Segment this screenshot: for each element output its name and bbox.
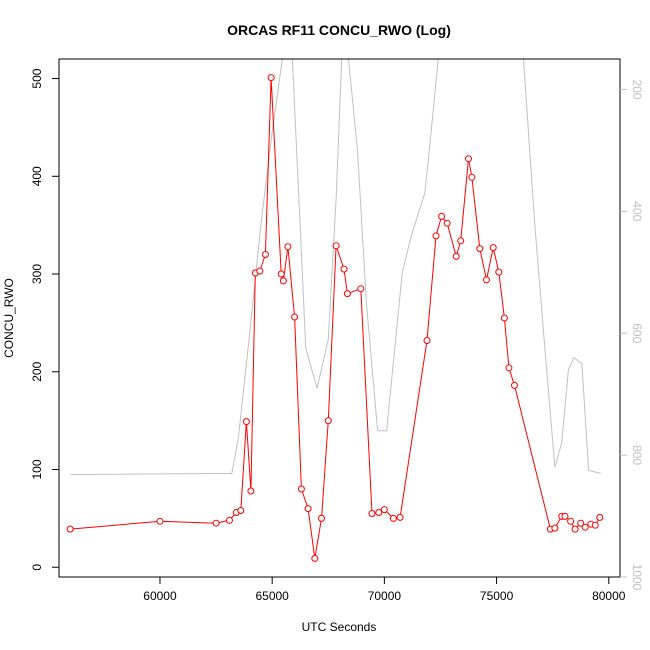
data-point: [591, 521, 599, 529]
series-line: [70, 77, 601, 559]
data-point: [357, 285, 365, 293]
data-point: [438, 212, 446, 220]
data-point: [567, 517, 575, 525]
data-point: [581, 523, 589, 531]
data-point: [389, 514, 397, 522]
x-tick-label: 75000: [480, 589, 514, 603]
y-tick-label: 400: [30, 166, 44, 186]
data-point: [495, 268, 503, 276]
y-tick-label: 200: [30, 361, 44, 381]
data-point: [571, 525, 579, 533]
y2-tick-label: 400: [630, 201, 644, 221]
data-point: [489, 244, 497, 252]
plot-frame: [58, 58, 621, 578]
data-point: [332, 242, 340, 250]
data-point: [511, 381, 518, 389]
series-layer: [66, 74, 604, 562]
y-tick-label: 100: [30, 459, 44, 479]
data-point: [468, 173, 476, 181]
x-tick-label: 70000: [368, 589, 402, 603]
data-point: [368, 510, 376, 517]
axes-layer: 60000 65000 70000 75000 80000 0 100 200 300 400 50…: [30, 58, 644, 603]
data-point: [256, 267, 264, 275]
data-point: [212, 519, 220, 527]
data-point: [156, 517, 164, 525]
data-point: [304, 505, 312, 513]
chart-title: ORCAS RF11 CONCU_RWO (Log): [227, 22, 451, 38]
y-tick-label: 500: [30, 68, 44, 88]
y2-tick-label: 800: [630, 445, 644, 465]
data-point: [247, 487, 255, 495]
y-tick-label: 0: [30, 564, 44, 571]
data-point: [318, 514, 325, 522]
secondary-line: [70, 59, 602, 476]
x-tick-label: 65000: [255, 589, 289, 603]
y2-tick-label: 1000: [630, 564, 644, 591]
data-point: [284, 243, 292, 251]
data-point: [396, 513, 404, 521]
data-point: [311, 554, 319, 562]
data-point: [465, 155, 472, 163]
data-point: [443, 219, 451, 227]
data-point: [226, 516, 233, 524]
data-point: [291, 313, 299, 321]
data-point: [66, 525, 74, 533]
data-point: [340, 265, 348, 273]
x-axis-label: UTC Seconds: [302, 620, 377, 634]
data-point: [452, 252, 460, 260]
secondary-layer: [70, 59, 602, 476]
data-point: [432, 232, 440, 240]
data-point: [261, 251, 269, 258]
data-point: [500, 314, 508, 322]
data-point: [596, 513, 604, 521]
data-point: [380, 506, 388, 514]
data-point: [237, 507, 245, 514]
data-point: [242, 418, 250, 426]
y-axis-label: CONCU_RWO: [2, 278, 16, 358]
data-point: [423, 337, 431, 344]
data-point: [267, 74, 275, 82]
data-point: [457, 237, 465, 245]
data-point: [476, 245, 484, 253]
data-point: [324, 417, 332, 425]
data-point: [483, 276, 490, 284]
y2-tick-label: 200: [630, 79, 644, 99]
x-tick-label: 60000: [143, 589, 177, 603]
data-point: [577, 519, 585, 527]
data-point: [375, 509, 383, 516]
data-point: [505, 364, 513, 372]
data-point: [561, 512, 569, 520]
data-point: [277, 270, 285, 278]
data-point: [297, 485, 305, 493]
data-point: [279, 277, 287, 285]
y-tick-label: 300: [30, 264, 44, 284]
data-point: [343, 290, 351, 298]
y2-tick-label: 600: [630, 323, 644, 343]
x-tick-label: 80000: [592, 589, 626, 603]
data-point: [551, 524, 559, 532]
